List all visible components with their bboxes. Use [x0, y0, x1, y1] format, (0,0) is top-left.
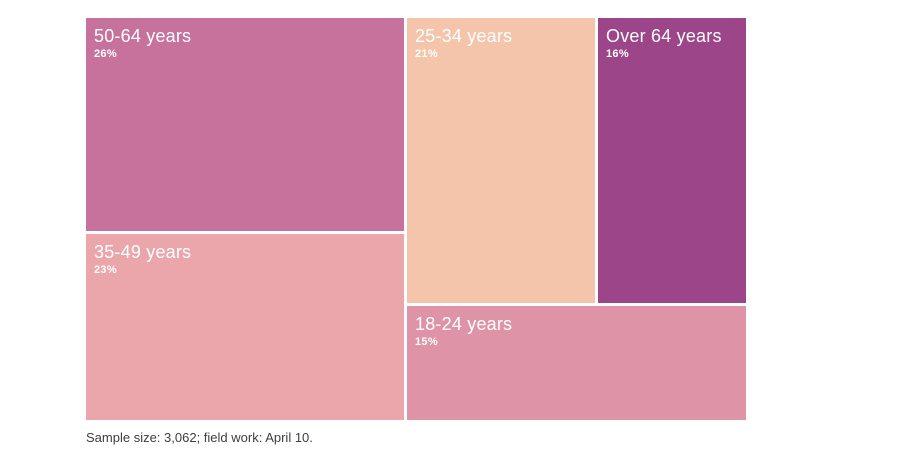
treemap: 50-64 years 26% 35-49 years 23% 25-34 ye…: [86, 18, 746, 420]
tile-value: 21%: [415, 48, 438, 60]
tile-label: 18-24 years: [415, 314, 513, 334]
chart-caption: Sample size: 3,062; field work: April 10…: [86, 430, 313, 445]
tile-value: 16%: [606, 48, 629, 60]
tile-value: 15%: [415, 336, 438, 348]
treemap-tile-35-49-years: 35-49 years 23%: [86, 234, 404, 420]
tile-value: 23%: [94, 264, 117, 276]
tile-label: 25-34 years: [415, 26, 513, 46]
tile-value: 26%: [94, 48, 117, 60]
treemap-tile-50-64-years: 50-64 years 26%: [86, 18, 404, 231]
treemap-tile-18-24-years: 18-24 years 15%: [407, 306, 746, 420]
tile-label: 50-64 years: [94, 26, 192, 46]
tile-label: Over 64 years: [606, 26, 722, 46]
treemap-tile-25-34-years: 25-34 years 21%: [407, 18, 595, 303]
treemap-tile-over-64-years: Over 64 years 16%: [598, 18, 746, 303]
tile-label: 35-49 years: [94, 242, 192, 262]
